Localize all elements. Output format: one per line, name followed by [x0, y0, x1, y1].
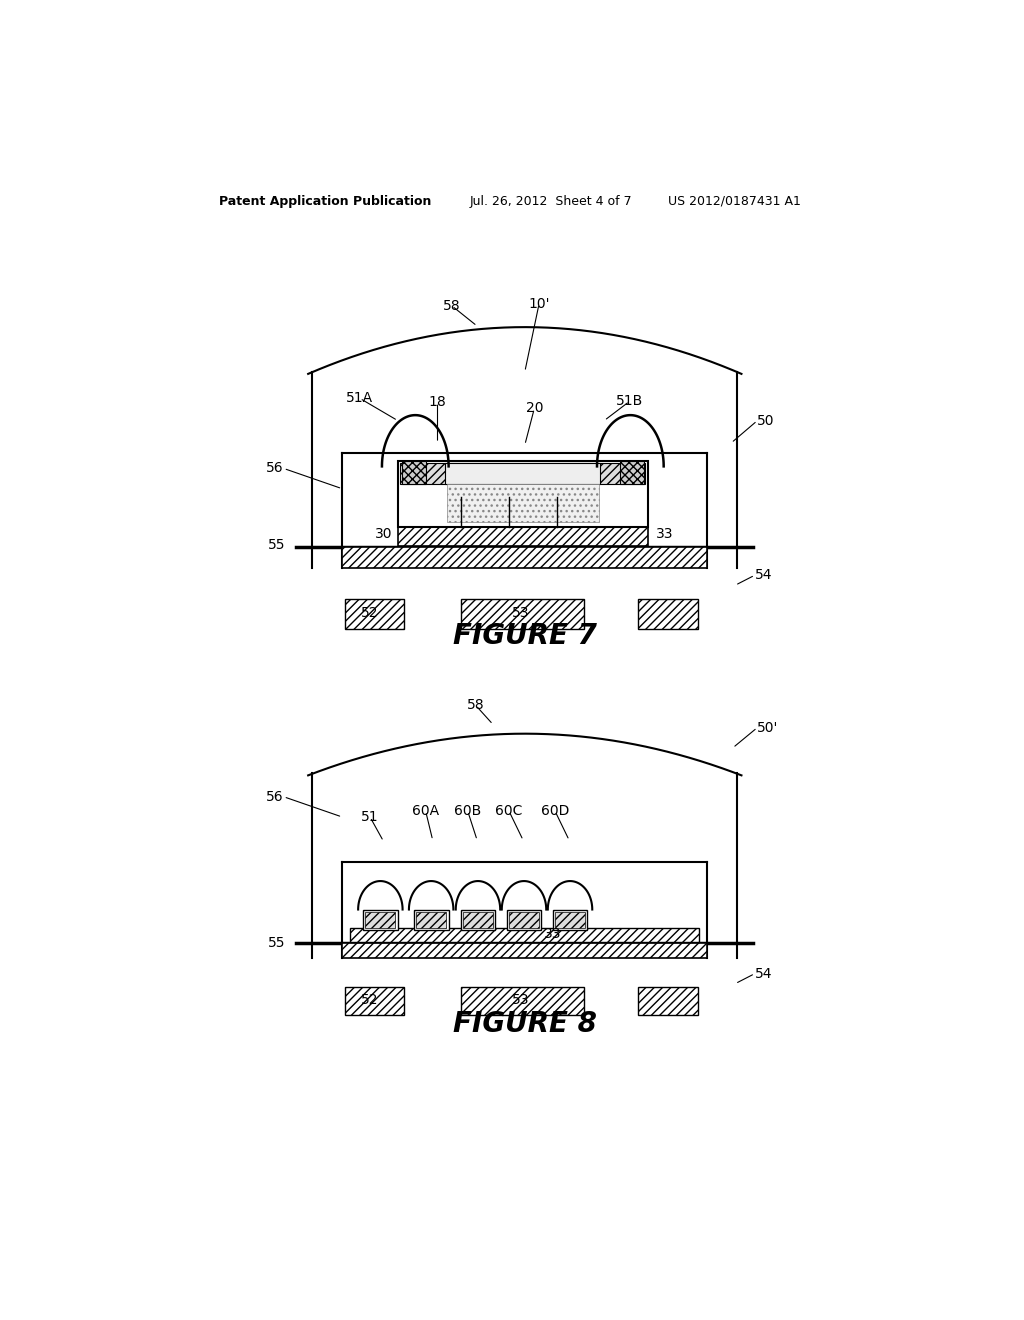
Text: 56: 56 [266, 462, 284, 475]
Text: 51B: 51B [615, 395, 643, 408]
Text: 51A: 51A [346, 391, 374, 405]
Bar [397, 528, 648, 545]
Text: FIGURE 8: FIGURE 8 [453, 1010, 597, 1039]
Text: 33: 33 [655, 528, 673, 541]
Bar [414, 909, 449, 929]
Bar [345, 987, 404, 1015]
Text: 60D: 60D [541, 804, 569, 818]
Text: 30: 30 [375, 528, 392, 541]
Text: 53: 53 [512, 606, 529, 619]
Bar [342, 942, 708, 958]
Text: 58: 58 [443, 298, 461, 313]
Text: US 2012/0187431 A1: US 2012/0187431 A1 [668, 195, 801, 209]
Bar [507, 909, 542, 929]
Bar [342, 546, 708, 568]
Text: 54: 54 [755, 966, 772, 981]
Text: 55: 55 [267, 537, 285, 552]
Bar [345, 598, 404, 630]
Bar [397, 461, 648, 528]
Text: 52: 52 [361, 993, 379, 1007]
Text: 52: 52 [361, 606, 379, 619]
Text: 60B: 60B [454, 804, 481, 818]
Bar [445, 463, 600, 483]
Text: 33: 33 [544, 927, 561, 941]
Text: Jul. 26, 2012  Sheet 4 of 7: Jul. 26, 2012 Sheet 4 of 7 [469, 195, 632, 209]
Bar [400, 463, 645, 483]
Text: Patent Application Publication: Patent Application Publication [219, 195, 432, 209]
Text: 50': 50' [758, 721, 778, 735]
Bar [461, 987, 585, 1015]
Text: 60A: 60A [412, 804, 439, 818]
Bar [447, 483, 599, 523]
Bar [638, 987, 697, 1015]
Bar [620, 461, 644, 483]
Text: 60C: 60C [496, 804, 522, 818]
Text: 10': 10' [528, 297, 550, 310]
Text: 55: 55 [267, 936, 285, 950]
Text: 50: 50 [758, 413, 775, 428]
Bar [461, 909, 496, 929]
Text: FIGURE 7: FIGURE 7 [453, 622, 597, 651]
Text: 58: 58 [467, 698, 484, 713]
Bar [509, 912, 539, 928]
Bar [416, 912, 446, 928]
Bar [401, 461, 426, 483]
Bar [366, 912, 395, 928]
Bar [461, 598, 585, 630]
Text: 20: 20 [525, 401, 543, 416]
Text: 53: 53 [512, 993, 529, 1007]
Bar [555, 912, 585, 928]
Bar [638, 598, 697, 630]
Text: 54: 54 [755, 568, 772, 582]
Text: 56: 56 [266, 789, 284, 804]
Text: 18: 18 [429, 395, 446, 409]
Bar [553, 909, 588, 929]
Text: 51: 51 [361, 810, 379, 824]
Bar [350, 928, 699, 942]
Bar [362, 909, 397, 929]
Bar [463, 912, 494, 928]
